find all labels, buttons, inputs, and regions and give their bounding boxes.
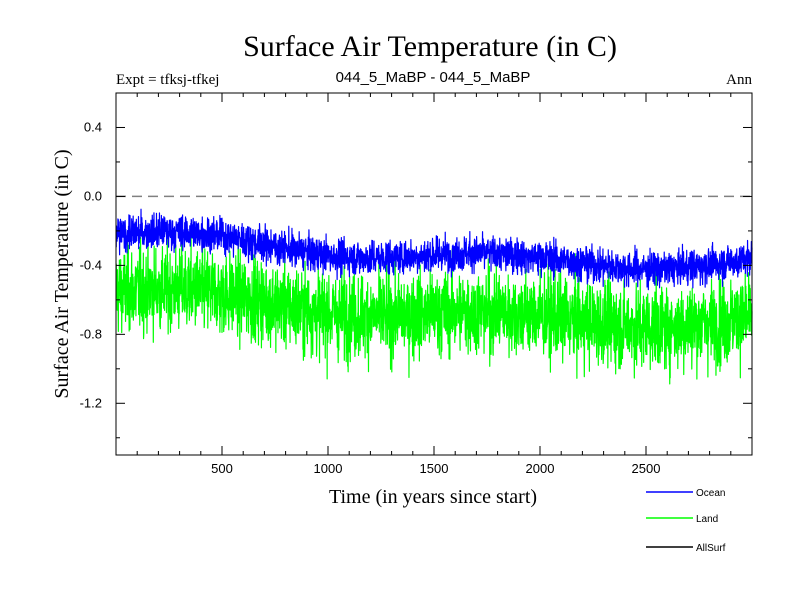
subtitle-right: Ann	[726, 72, 752, 88]
series-line-land	[115, 231, 753, 385]
x-tick-label: 2000	[526, 461, 555, 476]
x-tick-label: 500	[211, 461, 233, 476]
legend-label-allsurf: AllSurf	[696, 543, 726, 554]
y-tick-label: -1.2	[80, 395, 102, 410]
axis-ticks: 500 1000 1500 2000 2500 0.4 0.0 -0.4 -0.8 -1.2	[80, 92, 752, 476]
y-tick-label: -0.8	[80, 326, 102, 341]
legend: Ocean Land AllSurf	[646, 488, 726, 554]
y-tick-label: -0.4	[80, 257, 102, 272]
y-axis-label: Surface Air Temperature (in C)	[51, 149, 73, 398]
series-layer	[115, 208, 753, 385]
x-axis-label: Time (in years since start)	[329, 486, 537, 508]
x-tick-label: 2500	[632, 461, 661, 476]
x-tick-label: 1000	[314, 461, 343, 476]
y-tick-label: 0.4	[84, 119, 102, 134]
legend-label-land: Land	[696, 514, 718, 525]
chart-title: Surface Air Temperature (in C)	[243, 30, 617, 63]
x-tick-label: 1500	[420, 461, 449, 476]
series-line-ocean	[115, 208, 753, 291]
legend-label-ocean: Ocean	[696, 488, 725, 499]
y-tick-label: 0.0	[84, 188, 102, 203]
subtitle-center: 044_5_MaBP - 044_5_MaBP	[336, 69, 531, 86]
subtitle-left: Expt = tfksj-tfkej	[116, 72, 219, 88]
